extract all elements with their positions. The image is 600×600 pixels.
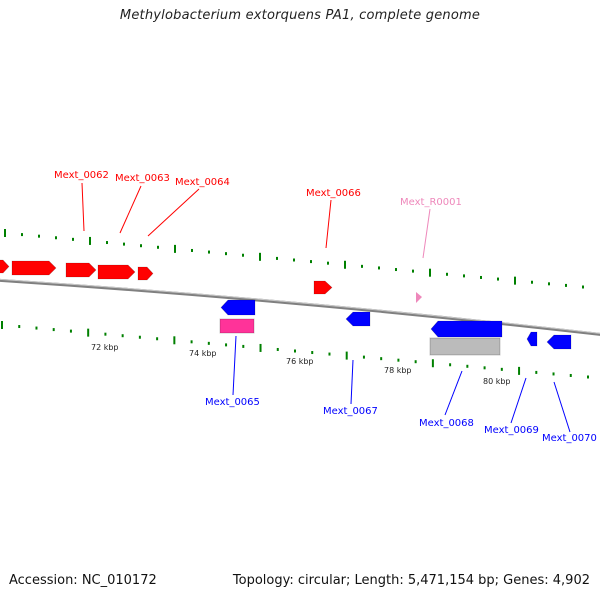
- scale-label: 76 kbp: [286, 357, 314, 366]
- label-leader-line: [510, 377, 527, 424]
- feature-label[interactable]: Mext_R0001: [400, 197, 462, 208]
- accession-label: Accession: NC_010172: [9, 573, 157, 588]
- gene-arrow[interactable]: [137, 266, 154, 281]
- scale-label: 72 kbp: [91, 343, 119, 352]
- scale-label: 78 kbp: [384, 366, 412, 375]
- genome-backbone: [0, 278, 600, 336]
- label-leader-line: [422, 208, 431, 259]
- region-block[interactable]: [429, 337, 501, 356]
- feature-label[interactable]: Mext_0070: [542, 433, 597, 444]
- gene-arrow[interactable]: [430, 320, 503, 338]
- genome-summary: Topology: circular; Length: 5,471,154 bp…: [232, 573, 590, 588]
- map-title: Methylobacterium extorquens PA1, complet…: [119, 8, 481, 23]
- label-leader-line: [119, 185, 142, 234]
- gene-arrow[interactable]: [97, 264, 136, 280]
- feature-label[interactable]: Mext_0065: [205, 397, 260, 408]
- label-leader-line: [444, 370, 463, 416]
- feature-label[interactable]: Mext_0066: [306, 188, 361, 199]
- feature-label[interactable]: Mext_0069: [484, 425, 539, 436]
- feature-label[interactable]: Mext_0062: [54, 170, 109, 181]
- gene-arrow[interactable]: [345, 311, 371, 327]
- gene-arrow[interactable]: [220, 299, 256, 316]
- gene-arrow[interactable]: [11, 260, 57, 276]
- genome-backbone-highlight: [0, 278, 600, 334]
- cds-block[interactable]: [219, 318, 255, 334]
- label-leader-line: [81, 182, 85, 232]
- gene-arrow[interactable]: [313, 280, 333, 295]
- label-leader-line: [350, 359, 354, 405]
- scale-label: 74 kbp: [189, 349, 217, 358]
- feature-label[interactable]: Mext_0063: [115, 173, 170, 184]
- label-leader-line: [325, 199, 332, 249]
- feature-label[interactable]: Mext_0064: [175, 177, 230, 188]
- rna-marker[interactable]: [416, 292, 422, 303]
- feature-label[interactable]: Mext_0067: [323, 406, 378, 417]
- label-leader-line: [232, 335, 237, 396]
- gene-arrow[interactable]: [65, 262, 97, 278]
- label-leader-line: [147, 188, 200, 237]
- scale-label: 80 kbp: [483, 377, 511, 386]
- gene-arrow[interactable]: [0, 259, 10, 274]
- label-leader-line: [553, 381, 571, 433]
- gene-arrow[interactable]: [546, 334, 572, 350]
- gene-arrow[interactable]: [526, 331, 538, 347]
- feature-label[interactable]: Mext_0068: [419, 418, 474, 429]
